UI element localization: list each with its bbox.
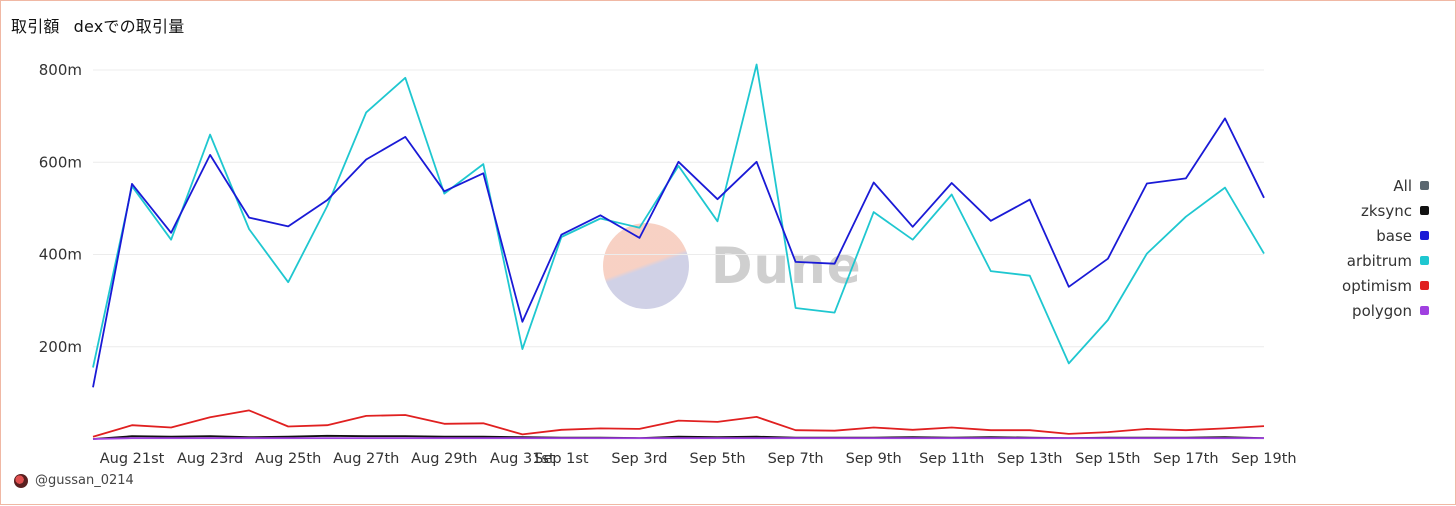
legend-item-All[interactable]: All [1301, 173, 1429, 198]
x-tick-label: Sep 7th [768, 451, 824, 467]
legend-label: base [1376, 226, 1412, 245]
y-tick-label: 800m [39, 61, 82, 79]
series-lines [92, 63, 1265, 440]
series-line-base [92, 117, 1265, 388]
x-tick-label: Aug 27th [333, 451, 399, 467]
legend-item-optimism[interactable]: optimism [1301, 273, 1429, 298]
x-tick-label: Sep 11th [919, 451, 984, 467]
chart-title-main: 取引額 [11, 17, 60, 36]
y-tick-label: 200m [39, 338, 82, 356]
x-axis: Aug 21st Aug 23rd Aug 25th Aug 27th Aug 29th… [100, 451, 1297, 467]
legend-swatch [1420, 281, 1429, 290]
legend-item-zksync[interactable]: zksync [1301, 198, 1429, 223]
author-handle: @gussan_0214 [35, 473, 134, 488]
x-tick-label: Sep 15th [1075, 451, 1140, 467]
x-tick-label: Sep 13th [997, 451, 1062, 467]
y-tick-label: 400m [39, 246, 82, 264]
author-credit[interactable]: @gussan_0214 [14, 473, 134, 488]
legend-swatch [1420, 256, 1429, 265]
series-line-optimism [92, 409, 1265, 438]
x-tick-label: Sep 3rd [611, 451, 667, 467]
avatar [14, 473, 28, 488]
legend-item-arbitrum[interactable]: arbitrum [1301, 248, 1429, 273]
legend-label: optimism [1342, 276, 1412, 295]
legend-item-base[interactable]: base [1301, 223, 1429, 248]
legend-item-polygon[interactable]: polygon [1301, 298, 1429, 323]
legend: All zksync base arbitrum optimism polygon [1301, 173, 1429, 323]
legend-label: zksync [1360, 201, 1412, 220]
legend-swatch [1420, 181, 1429, 190]
x-tick-label: Sep 1st [534, 451, 589, 467]
legend-swatch [1420, 206, 1429, 215]
series-line-polygon [92, 437, 1264, 440]
x-tick-label: Aug 23rd [177, 451, 243, 467]
x-tick-label: Sep 9th [846, 451, 902, 467]
x-tick-label: Sep 5th [690, 451, 746, 467]
legend-swatch [1420, 306, 1429, 315]
x-tick-label: Aug 31st [490, 451, 555, 467]
legend-label: polygon [1352, 301, 1412, 320]
chart-title: 取引額 dexでの取引量 [11, 13, 184, 37]
y-axis: 200m 400m 600m 800m [39, 61, 82, 356]
legend-label: All [1393, 176, 1412, 195]
chart-subtitle: dexでの取引量 [73, 17, 185, 36]
x-tick-label: Aug 29th [411, 451, 477, 467]
legend-label: arbitrum [1346, 251, 1412, 270]
x-tick-label: Sep 19th [1231, 451, 1296, 467]
x-tick-label: Sep 17th [1153, 451, 1218, 467]
legend-swatch [1420, 231, 1429, 240]
x-tick-label: Aug 21st [100, 451, 165, 467]
x-tick-label: Aug 25th [255, 451, 321, 467]
y-tick-label: 600m [39, 153, 82, 171]
series-line-arbitrum [92, 63, 1265, 368]
